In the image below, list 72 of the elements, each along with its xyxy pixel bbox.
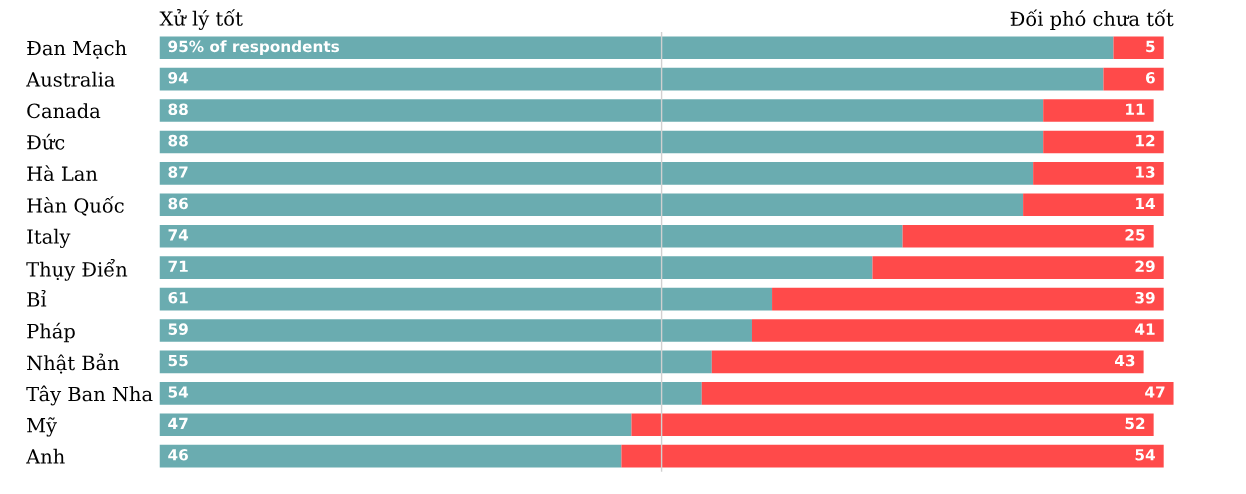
bar [902,224,1154,248]
data-label: 61 [168,291,188,304]
bar [1103,67,1164,91]
bar [631,413,1154,437]
bar [872,256,1164,279]
data-label: 47 [1145,386,1165,398]
bar [1043,130,1164,154]
bar [159,444,622,468]
data-label: 71 [168,260,188,272]
y-tick-label: Pháp [27,322,75,343]
bar [159,130,1044,154]
data-label: 43 [1115,354,1135,367]
bar [159,36,1114,60]
bar [1023,193,1164,217]
y-tick-label: Canada [27,103,101,119]
series-label: Xử lý tốt [159,9,243,30]
bar [159,382,702,405]
y-tick-label: Bỉ [27,289,47,307]
data-label: 54 [1135,449,1155,461]
data-label: 55 [168,354,188,367]
data-label: 11 [1126,103,1145,115]
data-label: 88 [168,103,188,115]
bar [1043,99,1154,122]
series-label: Đối phó chưa tốt [1010,9,1174,30]
y-tick-label: Thụy Điển [26,258,128,281]
data-label: 95% of respondents [168,40,340,56]
bar [159,319,752,342]
y-tick-label: Australia [26,71,115,87]
data-label: 14 [1136,197,1155,210]
y-tick-label: Đan Mạch [27,40,127,59]
bar [1113,36,1164,60]
y-tick-label: Mỹ [27,417,57,437]
data-label: 29 [1135,260,1155,273]
bar [159,256,873,279]
data-label: 54 [168,386,189,398]
bar [159,287,773,311]
data-label: 88 [168,134,188,147]
bar [159,193,1024,217]
data-label: 25 [1125,229,1145,241]
data-label: 12 [1136,134,1155,147]
data-label: 94 [168,72,189,84]
data-label: 5 [1146,40,1155,53]
y-tick-label: Anh [26,448,65,464]
data-label: 6 [1145,72,1155,84]
data-label: 39 [1135,291,1155,304]
data-label: 41 [1135,323,1155,335]
data-label: 87 [168,166,188,178]
bar [772,287,1164,311]
data-label: 52 [1125,417,1145,430]
bar [159,224,903,248]
bar [159,413,632,437]
data-label: 47 [168,417,188,429]
y-tick-label: Italy [27,228,71,248]
data-label: 86 [168,197,188,210]
y-tick-label: Đức [27,133,65,150]
bar [159,350,712,374]
bar [1033,162,1164,185]
bar [159,162,1034,185]
y-tick-label: Nhật Bản [27,353,120,374]
data-label: 46 [168,449,188,461]
bar [159,99,1044,122]
data-label: 74 [168,229,189,241]
bar [621,444,1164,468]
bar [711,350,1144,374]
bar [701,382,1174,405]
bar [159,67,1104,91]
y-tick-label: Tây Ban Nha [26,385,153,406]
data-label: 59 [168,323,188,335]
y-tick-label: Hà Lan [27,165,98,182]
data-label: 13 [1136,166,1155,178]
bar [751,319,1164,342]
y-tick-label: Hàn Quốc [27,196,124,216]
